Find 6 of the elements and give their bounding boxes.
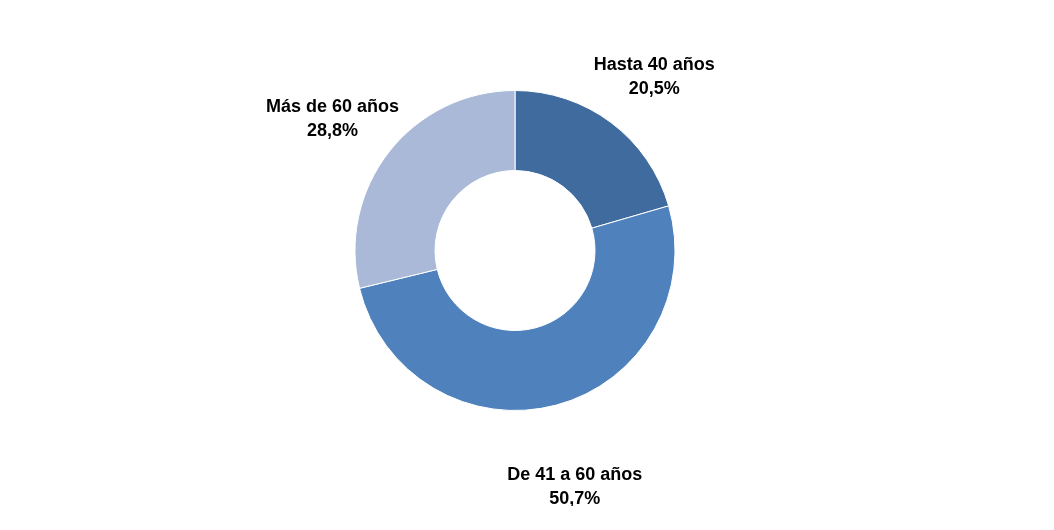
slice-label: Más de 60 años xyxy=(266,96,400,117)
slice-label: Hasta 40 años xyxy=(593,53,715,74)
data-label: 20,5% xyxy=(628,77,680,98)
slice-label: De 41 a 60 años xyxy=(507,463,643,484)
data-label: 50,7% xyxy=(549,487,601,508)
data-label: 28,8% xyxy=(307,120,359,141)
